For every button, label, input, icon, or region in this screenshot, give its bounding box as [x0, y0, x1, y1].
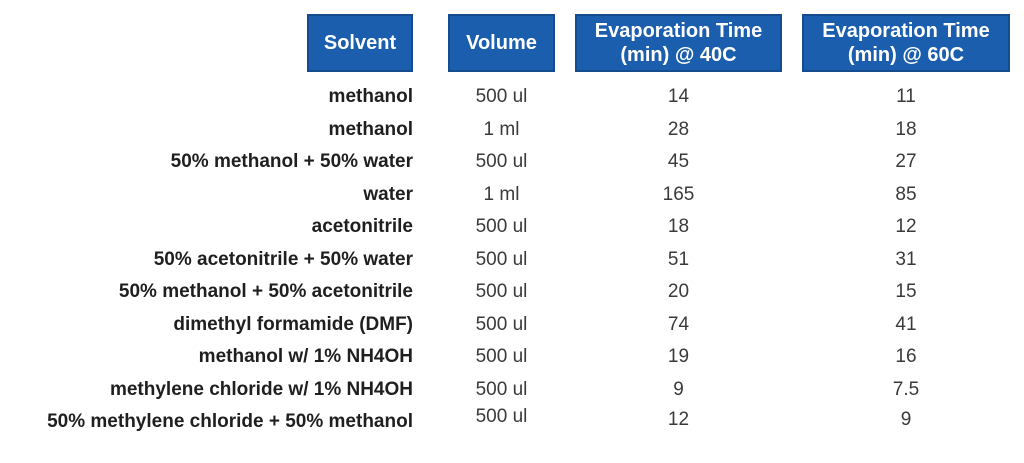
evap-40c-cell: 45: [667, 151, 690, 173]
volume-cell: 500 ul: [475, 151, 528, 173]
evap-60c-cell: 16: [895, 346, 917, 368]
evap-40c-cell: 19: [667, 346, 690, 368]
evap-60c-cell: 15: [895, 281, 917, 303]
evap-40c-cell: 165: [662, 183, 695, 205]
volume-cell: 500 ul: [475, 86, 528, 108]
volume-cell: 1 ml: [483, 118, 520, 140]
column-header-evap-40c: Evaporation Time (min) @ 40C: [555, 14, 782, 72]
volume-cell: 500 ul: [475, 248, 528, 270]
solvent-cell: dimethyl formamide (DMF): [173, 313, 413, 335]
column-header-solvent: Solvent: [0, 14, 413, 72]
table-row: 50% methanol + 50% acetonitrile 500 ul 2…: [0, 276, 1024, 309]
evap-60c-cell: 9: [900, 409, 912, 431]
solvent-cell: 50% methylene chloride + 50% methanol: [47, 411, 413, 433]
volume-cell: 1 ml: [483, 183, 520, 205]
evap-40c-cell: 74: [667, 313, 690, 335]
evap-40c-cell: 51: [667, 248, 690, 270]
solvent-cell: 50% acetonitrile + 50% water: [153, 248, 413, 270]
evap-60c-cell: 18: [895, 118, 917, 140]
column-header-evap-60c-label: Evaporation Time (min) @ 60C: [802, 14, 1010, 72]
table-row: methanol w/ 1% NH4OH 500 ul 19 16: [0, 341, 1024, 374]
volume-cell: 500 ul: [475, 346, 528, 368]
evap-40c-cell: 20: [667, 281, 690, 303]
evap-40c-cell: 9: [673, 378, 684, 400]
solvent-cell: methanol: [328, 86, 413, 108]
solvent-cell: methanol w/ 1% NH4OH: [198, 346, 413, 368]
table-row: methanol 500 ul 14 11: [0, 81, 1024, 114]
evap-60c-cell: 27: [895, 151, 917, 173]
column-header-evap-40c-label: Evaporation Time (min) @ 40C: [575, 14, 782, 72]
table-header-row: Solvent Volume Evaporation Time (min) @ …: [0, 14, 1024, 72]
evap-60c-cell: 7.5: [892, 378, 920, 400]
table-row: methylene chloride w/ 1% NH4OH 500 ul 9 …: [0, 374, 1024, 407]
solvent-cell: methylene chloride w/ 1% NH4OH: [109, 378, 413, 400]
column-header-volume-label: Volume: [448, 14, 555, 72]
table-body: methanol 500 ul 14 11 methanol 1 ml 28 1…: [0, 81, 1024, 439]
volume-cell: 500 ul: [475, 406, 528, 428]
evaporation-time-table: Solvent Volume Evaporation Time (min) @ …: [0, 14, 1024, 463]
evap-60c-cell: 85: [895, 183, 917, 205]
evap-60c-cell: 12: [895, 216, 917, 238]
table-row: water 1 ml 165 85: [0, 179, 1024, 212]
solvent-cell: methanol: [328, 118, 413, 140]
volume-cell: 500 ul: [475, 281, 528, 303]
column-header-evap-60c: Evaporation Time (min) @ 60C: [782, 14, 1010, 72]
table-row: 50% acetonitrile + 50% water 500 ul 51 3…: [0, 244, 1024, 277]
table-row: 50% methylene chloride + 50% methanol 50…: [0, 406, 1024, 439]
solvent-cell: 50% methanol + 50% acetonitrile: [118, 281, 413, 303]
table-row: 50% methanol + 50% water 500 ul 45 27: [0, 146, 1024, 179]
solvent-cell: 50% methanol + 50% water: [170, 151, 413, 173]
solvent-cell: acetonitrile: [311, 216, 413, 238]
evap-40c-cell: 14: [667, 86, 690, 108]
volume-cell: 500 ul: [475, 216, 528, 238]
table-row: methanol 1 ml 28 18: [0, 114, 1024, 147]
evap-60c-cell: 11: [896, 86, 916, 108]
volume-cell: 500 ul: [475, 313, 528, 335]
table-row: acetonitrile 500 ul 18 12: [0, 211, 1024, 244]
evap-40c-cell: 18: [667, 216, 690, 238]
evap-40c-cell: 12: [667, 409, 690, 431]
evap-60c-cell: 41: [895, 313, 917, 335]
evap-60c-cell: 31: [895, 248, 917, 270]
evap-40c-cell: 28: [667, 118, 690, 140]
volume-cell: 500 ul: [475, 378, 528, 400]
column-header-volume: Volume: [413, 14, 555, 72]
column-header-solvent-label: Solvent: [307, 14, 413, 72]
table-row: dimethyl formamide (DMF) 500 ul 74 41: [0, 309, 1024, 342]
solvent-cell: water: [363, 183, 413, 205]
